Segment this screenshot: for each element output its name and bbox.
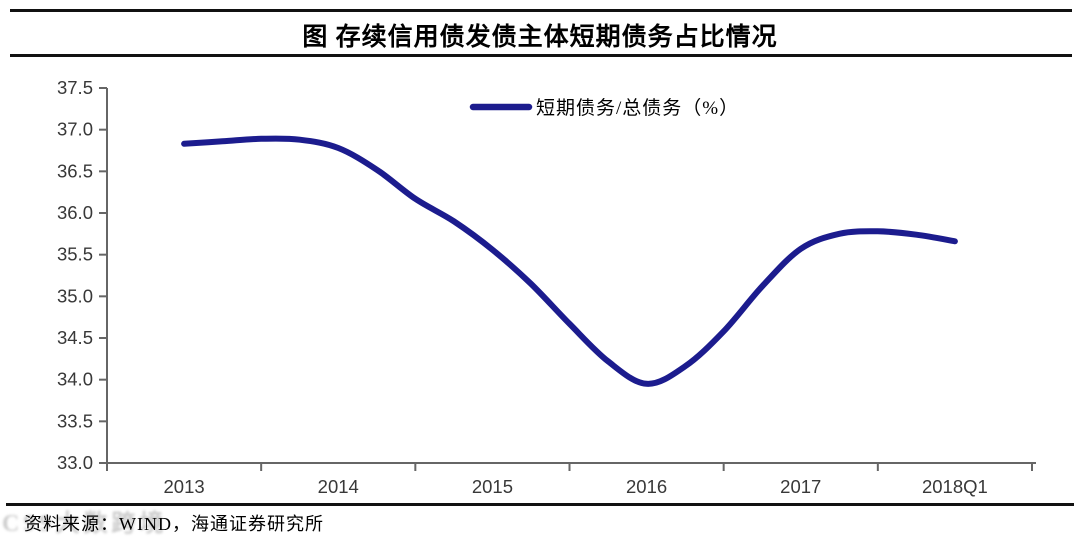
source-note: 资料来源：WIND，海通证券研究所 xyxy=(24,514,324,534)
bottom-rule xyxy=(6,503,1074,506)
legend: 短期债务/总债务（%） xyxy=(469,97,739,119)
y-tick-label: 34.5 xyxy=(57,327,93,348)
x-tick-label: 2015 xyxy=(472,476,513,497)
top-rule xyxy=(10,9,1072,12)
x-tick-group: 2013 2014 2015 2016 2017 2018Q1 xyxy=(106,463,1033,497)
y-tick-label: 36.0 xyxy=(57,202,93,223)
figure-title: 图 存续信用债发债主体短期债务占比情况 xyxy=(302,24,778,51)
legend-label: 短期债务/总债务（%） xyxy=(536,97,739,119)
y-tick-label: 33.0 xyxy=(57,452,93,473)
axes xyxy=(106,88,1036,464)
line-chart: 33.0 33.5 34.0 34.5 35.0 35.5 36.0 36.5 37.0 37.5… xyxy=(57,77,1036,497)
y-tick-label: 35.5 xyxy=(57,244,93,265)
title-bottom-rule xyxy=(10,54,1072,57)
y-tick-label: 35.0 xyxy=(57,285,93,306)
series-line xyxy=(181,135,958,387)
y-tick-label: 33.5 xyxy=(57,410,93,431)
y-tick-label: 37.0 xyxy=(57,119,93,140)
x-tick-label: 2018Q1 xyxy=(922,476,988,497)
x-tick-label: 2016 xyxy=(626,476,667,497)
y-tick-label: 34.0 xyxy=(57,369,93,390)
y-tick-label: 36.5 xyxy=(57,160,93,181)
y-tick-label: 37.5 xyxy=(57,77,93,98)
x-tick-label: 2014 xyxy=(318,476,359,497)
x-tick-label: 2013 xyxy=(164,476,205,497)
y-tick-group: 33.0 33.5 34.0 34.5 35.0 35.5 36.0 36.5 37.0 37.5 xyxy=(57,77,107,473)
x-tick-label: 2017 xyxy=(780,476,821,497)
